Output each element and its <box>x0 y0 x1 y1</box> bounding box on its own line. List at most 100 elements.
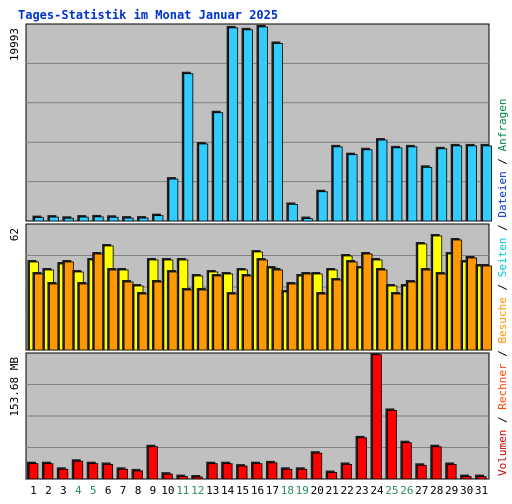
x-tick-label: 16 <box>251 484 264 497</box>
bar-volumen-day-4 <box>73 460 84 480</box>
bar-besuche-day-1 <box>34 273 44 351</box>
bar-dateien-day-18 <box>287 204 298 222</box>
bar-dateien-day-17 <box>273 43 283 222</box>
bar-volumen-day-3 <box>58 468 69 480</box>
bar-volumen-day-24 <box>372 354 382 480</box>
x-tick-label: 7 <box>120 484 127 497</box>
bar-besuche-day-19 <box>302 273 313 351</box>
x-tick-label: 31 <box>475 484 488 497</box>
bar-dateien-day-21 <box>332 146 343 222</box>
bar-dateien-day-24 <box>377 139 388 222</box>
legend-separator: / <box>496 277 509 297</box>
bar-besuche-day-2 <box>49 283 59 351</box>
bar-volumen-day-29 <box>446 464 457 480</box>
bar-volumen-day-16 <box>252 463 263 480</box>
bar-dateien-day-8 <box>138 217 149 222</box>
x-tick-label: 1 <box>30 484 37 497</box>
bar-besuche-day-25 <box>392 293 403 351</box>
bar-besuche-day-14 <box>228 293 239 351</box>
legend-item-volumen: Volumen <box>496 430 509 476</box>
bar-dateien-day-23 <box>362 149 373 222</box>
bar-besuche-day-6 <box>108 269 119 351</box>
x-tick-label: 14 <box>221 484 235 497</box>
bar-dateien-day-3 <box>63 217 74 222</box>
bar-volumen-day-7 <box>118 468 128 480</box>
bar-dateien-day-10 <box>168 178 179 222</box>
bar-volumen-day-26 <box>401 442 412 480</box>
x-tick-label: 10 <box>161 484 174 497</box>
bar-besuche-day-18 <box>287 283 298 351</box>
x-tick-label: 30 <box>460 484 473 497</box>
chart-panels: 19993 62 153.68 MB <box>8 23 492 480</box>
x-tick-label: 25 <box>385 484 398 497</box>
y-axis-max-label: 62 <box>8 228 21 241</box>
bar-dateien-day-14 <box>228 27 239 222</box>
x-tick-label: 2 <box>45 484 52 497</box>
bar-dateien-day-6 <box>108 216 119 222</box>
bar-dateien-day-28 <box>437 148 448 222</box>
panel-3: 153.68 MB <box>8 352 490 480</box>
bar-besuche-day-3 <box>63 261 74 351</box>
bar-dateien-day-11 <box>183 73 194 222</box>
bar-volumen-day-1 <box>28 463 39 480</box>
legend-separator: / <box>496 218 509 238</box>
bar-besuche-day-4 <box>78 283 89 351</box>
bar-besuche-day-11 <box>183 289 194 351</box>
legend-item-besuche: Besuche <box>496 297 509 343</box>
bar-besuche-day-22 <box>347 261 358 351</box>
x-axis-labels: 1 2 3 4 5 6 7 8 9 10 11 12 13 14 15 16 17 18 19 20 21 22 23 24 2… <box>30 484 488 497</box>
bar-volumen-day-9 <box>148 446 158 480</box>
bar-volumen-day-20 <box>312 452 323 480</box>
legend-item-rechner: Rechner <box>496 363 509 410</box>
legend-separator: / <box>496 344 509 364</box>
bar-besuche-day-29 <box>452 239 463 351</box>
bar-besuche-day-5 <box>93 253 104 351</box>
panel-2: 62 <box>8 223 492 351</box>
bar-volumen-day-13 <box>207 463 218 480</box>
bar-dateien-day-19 <box>302 218 313 222</box>
bar-dateien-day-27 <box>422 166 433 222</box>
bar-dateien-day-20 <box>317 191 328 222</box>
bar-volumen-day-21 <box>327 472 338 480</box>
bar-volumen-day-19 <box>297 468 308 480</box>
x-tick-label: 12 <box>191 484 204 497</box>
bar-besuche-day-17 <box>273 269 283 351</box>
x-tick-label: 20 <box>311 484 324 497</box>
bar-besuche-day-9 <box>153 281 164 351</box>
bar-dateien-day-5 <box>93 216 104 222</box>
bar-besuche-day-15 <box>243 275 253 351</box>
bar-dateien-day-29 <box>452 145 463 222</box>
panel-1: 19993 <box>8 23 492 222</box>
x-tick-label: 24 <box>370 484 384 497</box>
bar-volumen-day-15 <box>237 465 248 480</box>
x-tick-label: 15 <box>236 484 249 497</box>
bar-volumen-day-6 <box>103 464 114 480</box>
bar-dateien-day-1 <box>34 217 44 222</box>
bar-volumen-day-30 <box>461 476 472 480</box>
bar-besuche-day-16 <box>258 259 268 351</box>
x-tick-label: 11 <box>176 484 189 497</box>
bar-volumen-day-10 <box>162 473 173 480</box>
bar-dateien-day-7 <box>123 217 134 222</box>
x-tick-label: 22 <box>340 484 353 497</box>
y-axis-max-label: 153.68 MB <box>8 357 21 417</box>
legend-separator: / <box>496 410 509 430</box>
bar-volumen-day-11 <box>177 476 188 480</box>
bar-besuche-day-28 <box>437 273 448 351</box>
bar-besuche-day-31 <box>482 265 492 351</box>
bar-besuche-day-30 <box>467 257 477 351</box>
x-tick-label: 21 <box>326 484 339 497</box>
bar-besuche-day-8 <box>138 293 149 351</box>
bar-dateien-day-22 <box>347 154 358 222</box>
y-axis-max-label: 19993 <box>8 28 21 61</box>
bar-dateien-day-31 <box>482 145 492 222</box>
x-tick-label: 4 <box>75 484 82 497</box>
legend-item-seiten: Seiten <box>496 238 509 278</box>
legend-item-anfragen: Anfragen <box>496 98 509 151</box>
x-tick-label: 23 <box>355 484 368 497</box>
bar-dateien-day-30 <box>467 145 477 222</box>
bar-besuche-day-12 <box>198 289 209 351</box>
bar-dateien-day-4 <box>78 216 89 222</box>
x-tick-label: 8 <box>135 484 142 497</box>
